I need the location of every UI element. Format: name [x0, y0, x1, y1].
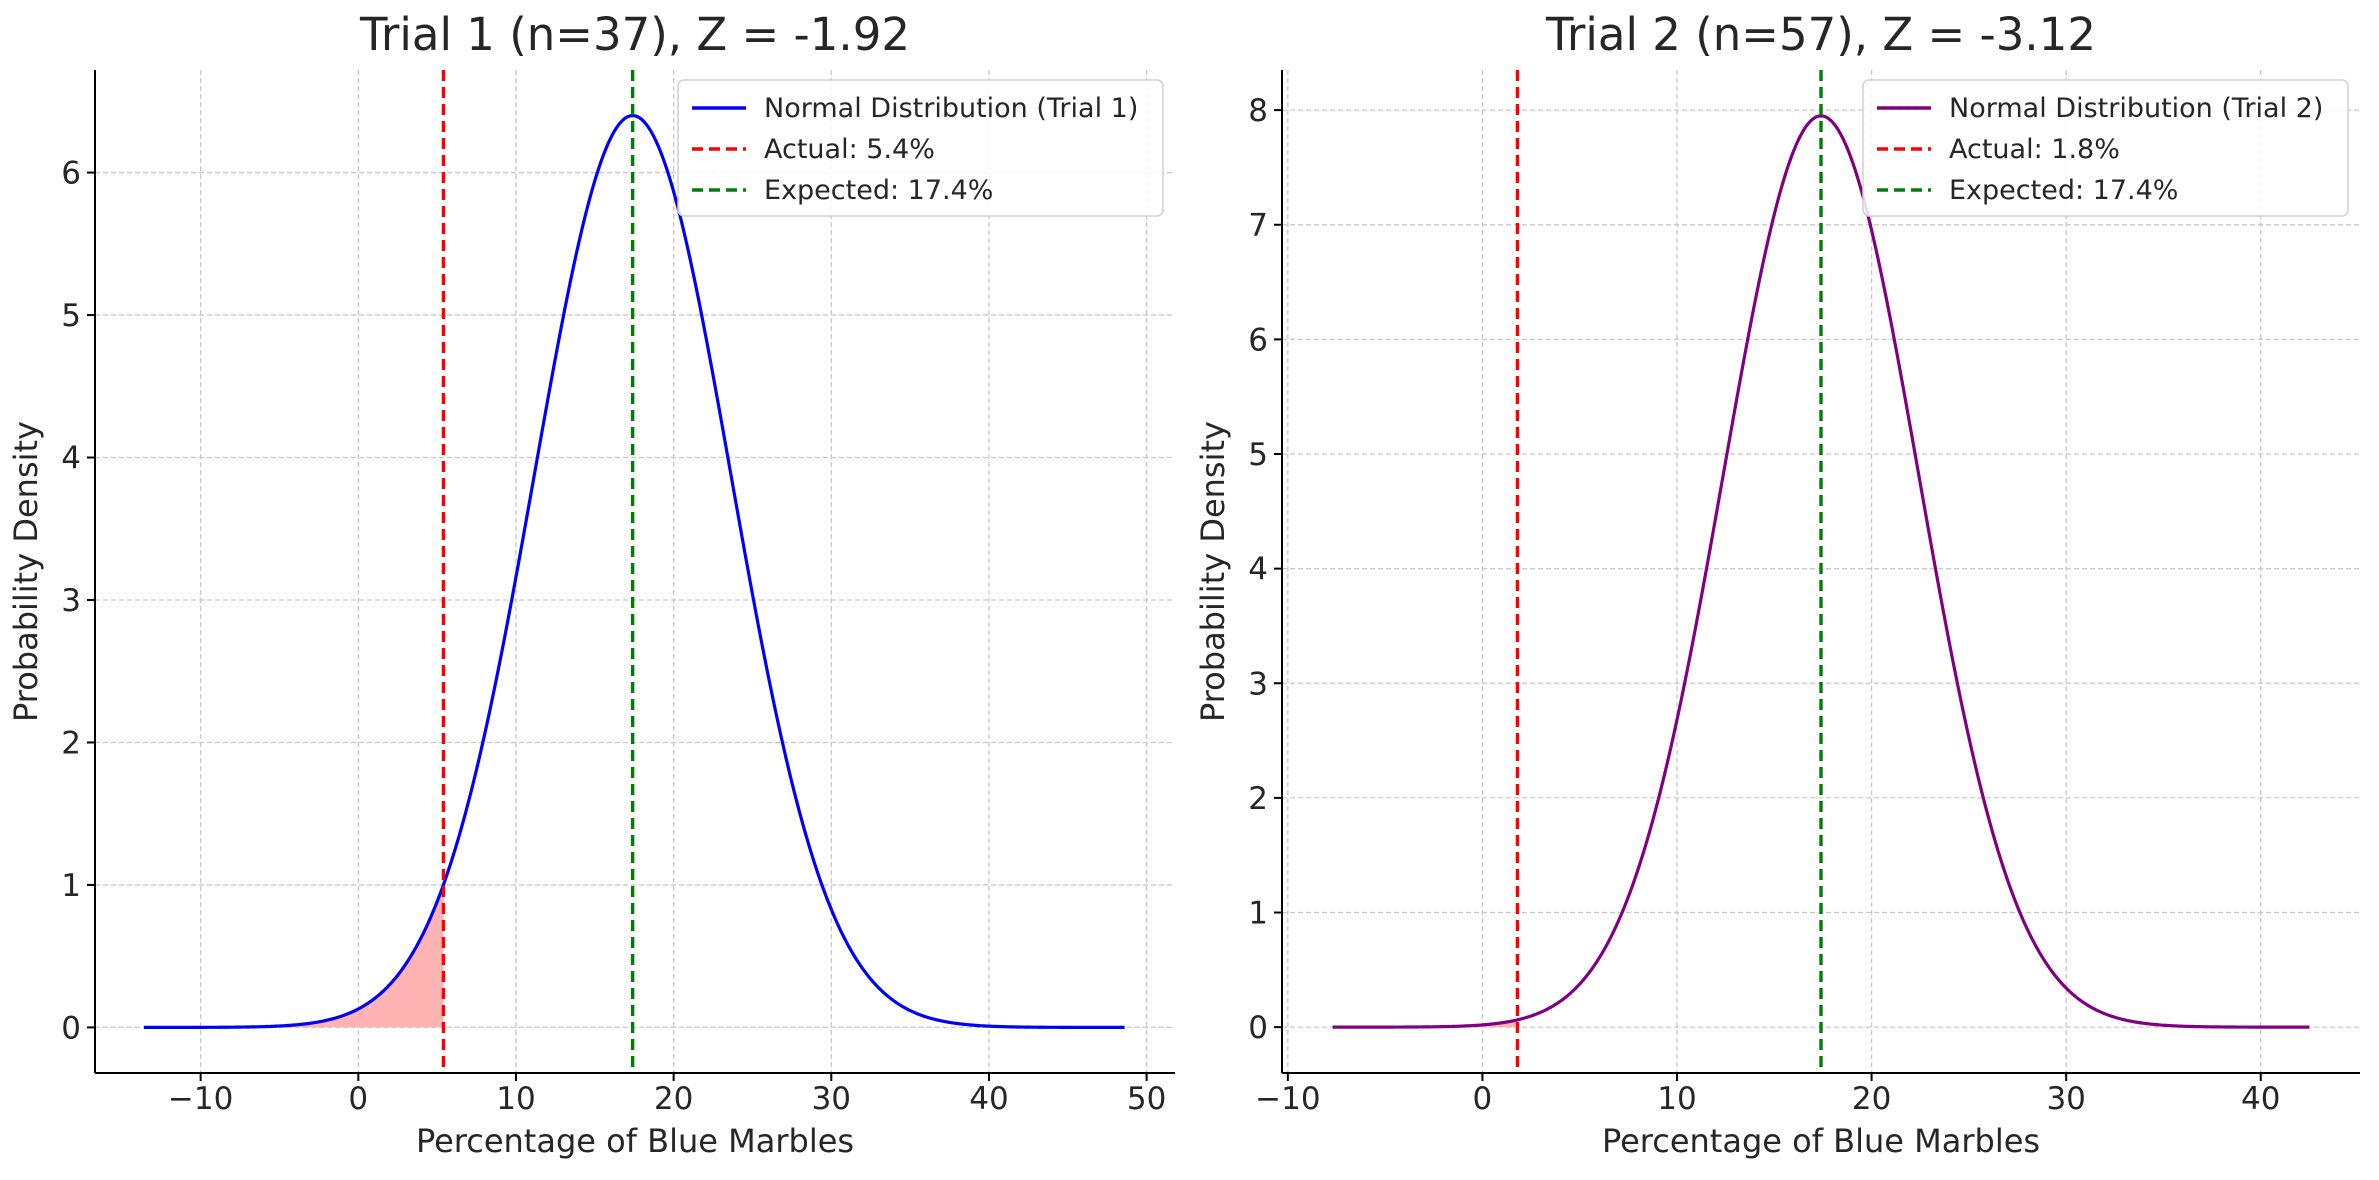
y-tick-label: 2 — [1248, 781, 1268, 817]
x-tick-label: 10 — [496, 1081, 535, 1117]
x-tick-label: −10 — [1255, 1081, 1320, 1117]
x-axis-label: Percentage of Blue Marbles — [1602, 1122, 2040, 1160]
legend-label: Actual: 1.8% — [1949, 134, 2120, 165]
legend: Normal Distribution (Trial 2) Actual: 1.8… — [1862, 79, 2349, 217]
legend-label: Normal Distribution (Trial 2) — [1949, 93, 2323, 124]
shaded-tail-area — [1332, 1019, 1518, 1028]
y-tick-label: 5 — [1248, 437, 1268, 473]
x-tick-label: 40 — [2241, 1081, 2280, 1117]
y-axis-label: Probability Density — [7, 421, 45, 722]
x-tick-label: 40 — [969, 1081, 1008, 1117]
y-tick-label: 8 — [1248, 93, 1268, 129]
normal-distribution-curve — [1332, 114, 2310, 1029]
x-tick-label: 0 — [348, 1081, 368, 1117]
y-tick-label: 6 — [1248, 322, 1268, 358]
x-tick-label: 10 — [1657, 1081, 1696, 1117]
y-tick-label: 3 — [61, 583, 81, 619]
y-tick-label: 4 — [61, 441, 81, 477]
y-tick-label: 3 — [1248, 666, 1268, 702]
y-tick-label: 6 — [61, 156, 81, 192]
y-tick-label: 1 — [61, 868, 81, 904]
y-tick-label: 5 — [61, 298, 81, 334]
legend-label: Actual: 5.4% — [764, 134, 935, 165]
legend-label: Expected: 17.4% — [764, 175, 993, 206]
x-tick-label: 20 — [1852, 1081, 1891, 1117]
subplot-1: −10 0 10 20 30 40 50 0 1 2 3 4 5 6 Trial 1 (n=37), Z =… — [7, 8, 1175, 1160]
normal-distribution-curve — [143, 113, 1125, 1030]
x-axis-label: Percentage of Blue Marbles — [416, 1122, 854, 1160]
x-tick-label: 0 — [1473, 1081, 1493, 1117]
x-tick-label: −10 — [168, 1081, 233, 1117]
y-tick-label: 7 — [1248, 208, 1268, 244]
y-tick-label: 4 — [1248, 552, 1268, 588]
y-tick-label: 0 — [61, 1010, 81, 1046]
y-tick-label: 2 — [61, 725, 81, 761]
chart-title: Trial 1 (n=37), Z = -1.92 — [359, 8, 910, 61]
x-tick-label: 50 — [1127, 1081, 1166, 1117]
legend-label: Normal Distribution (Trial 1) — [764, 93, 1138, 124]
x-tick-label: 30 — [2046, 1081, 2085, 1117]
chart-title: Trial 2 (n=57), Z = -3.12 — [1545, 8, 2096, 61]
legend-label: Expected: 17.4% — [1949, 175, 2178, 206]
legend-box — [677, 79, 1164, 217]
x-tick-label: 30 — [812, 1081, 851, 1117]
subplot-2: −10 0 10 20 30 40 0 1 2 3 4 5 6 7 8 Trial 2 (n=57), Z =… — [1194, 8, 2360, 1160]
y-axis-label: Probability Density — [1194, 421, 1232, 722]
x-tick-label: 20 — [654, 1081, 693, 1117]
legend: Normal Distribution (Trial 1) Actual: 5.4… — [677, 79, 1164, 217]
shaded-tail-area — [143, 884, 444, 1028]
y-tick-label: 1 — [1248, 896, 1268, 932]
legend-box — [1862, 79, 2349, 217]
y-tick-label: 0 — [1248, 1010, 1268, 1046]
